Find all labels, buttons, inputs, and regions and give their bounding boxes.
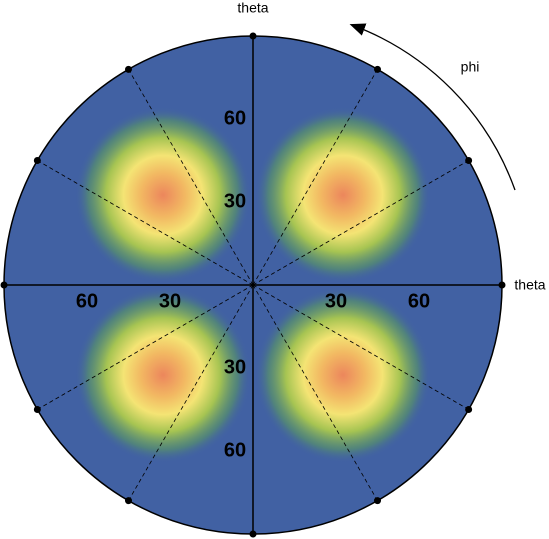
density-peak [254, 286, 431, 463]
r-tick-label: 60 [224, 107, 246, 129]
angle-label: phi [461, 59, 480, 75]
r-tick-label: 60 [224, 439, 246, 461]
phi-arrow [349, 23, 516, 191]
r-tick-label: 60 [408, 290, 430, 312]
top-axis-label: theta [237, 0, 268, 16]
r-tick-label: 30 [325, 290, 347, 312]
r-tick-label: 30 [224, 356, 246, 378]
r-tick-label: 30 [159, 290, 181, 312]
right-axis-label: theta [514, 277, 545, 293]
outer-ring [3, 35, 503, 535]
density-peak [254, 107, 431, 284]
density-peak [75, 107, 252, 284]
density-peak [75, 286, 252, 463]
r-tick-label: 60 [76, 290, 98, 312]
r-tick-label: 30 [224, 190, 246, 212]
